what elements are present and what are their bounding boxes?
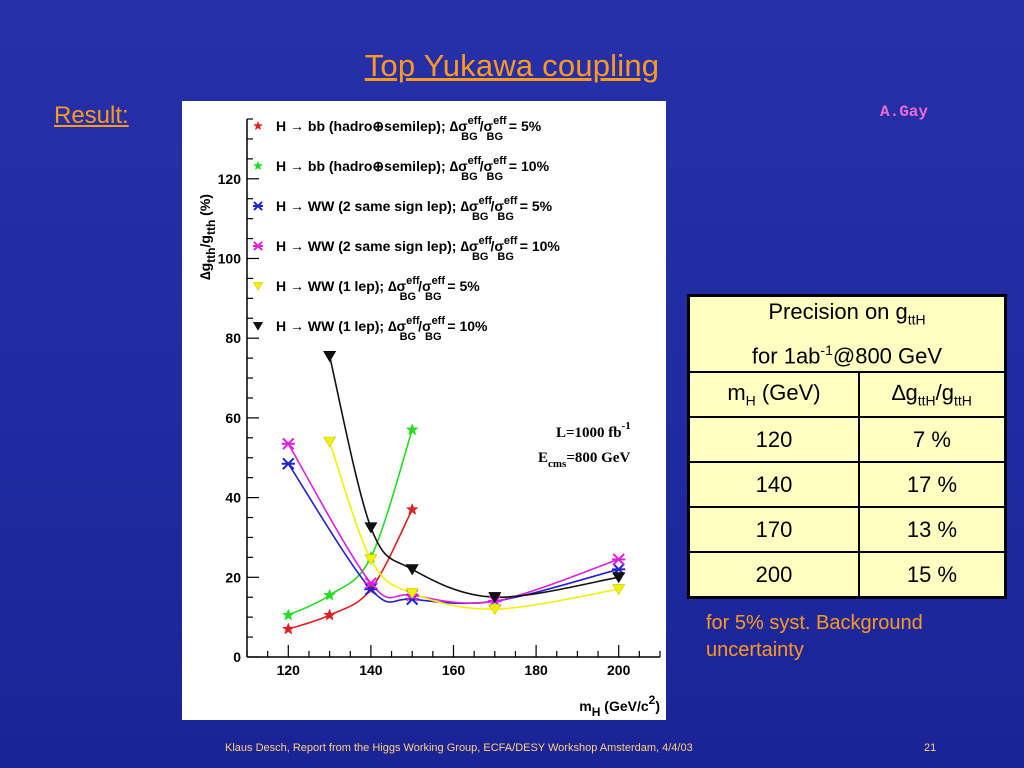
triangle-marker xyxy=(364,554,378,566)
triangle-marker xyxy=(252,282,264,291)
triangle-marker xyxy=(323,436,337,448)
star-marker xyxy=(253,120,263,131)
asterisk-marker xyxy=(253,201,263,211)
slide-title: Top Yukawa coupling xyxy=(364,48,660,83)
footer-text: Klaus Desch, Report from the Higgs Worki… xyxy=(225,742,693,754)
series-curve-2 xyxy=(287,463,619,605)
x-tick-label: 160 xyxy=(442,662,466,678)
cell-precision: 17 % xyxy=(857,461,1007,508)
series-curve-0 xyxy=(288,509,413,630)
data-markers xyxy=(281,351,626,635)
fit-curves xyxy=(287,355,619,630)
column-header-mh: mH (GeV) xyxy=(687,371,860,418)
triangle-marker xyxy=(488,604,502,616)
cell-precision: 13 % xyxy=(857,506,1007,553)
x-tick-label: 200 xyxy=(607,662,631,678)
y-tick-label: 120 xyxy=(218,171,242,187)
asterisk-marker xyxy=(364,577,378,590)
triangle-marker xyxy=(405,588,419,600)
cell-mh: 200 xyxy=(687,551,860,599)
y-tick-label: 80 xyxy=(225,330,241,346)
axes: 120 140 160 180 200 0 20 40 60 80 100 120 xyxy=(218,118,661,678)
table-header: Precision on gttH for 1ab-1@800 GeV xyxy=(687,294,1007,373)
y-tick-label: 20 xyxy=(225,569,241,585)
table-row: 140 17 % xyxy=(687,461,1007,508)
result-label: Result: xyxy=(54,102,129,129)
star-marker xyxy=(253,160,263,171)
systematics-note: for 5% syst. Background uncertainty xyxy=(706,612,923,661)
star-marker xyxy=(405,502,419,515)
luminosity-annotation: L=1000 fb-1 Ecms=800 GeV xyxy=(538,420,631,470)
triangle-marker xyxy=(612,572,626,584)
legend-entry-3: H → WW (2 same sign lep); ∆σeff BG/σeff BG… xyxy=(276,235,560,263)
y-tick-label: 60 xyxy=(225,410,241,426)
axis-labels: mH (GeV/c2) ∆gtth/gtth (%) xyxy=(197,194,660,719)
annotation-line-2: Ecms=800 GeV xyxy=(538,450,630,470)
star-marker xyxy=(281,622,295,635)
chart-svg: 120 140 160 180 200 0 20 40 60 80 100 120 H → bb (h… xyxy=(197,115,661,719)
triangle-marker xyxy=(323,351,337,363)
star-marker xyxy=(323,588,336,601)
legend: H → bb (hadro⊕semilep); ∆σeff BG/σeff BG =… xyxy=(252,115,560,343)
legend-entry-0: H → bb (hadro⊕semilep); ∆σeff BG/σeff BG =… xyxy=(276,115,542,143)
cell-mh: 140 xyxy=(687,461,860,508)
series-curve-1 xyxy=(287,429,413,616)
triangle-marker xyxy=(405,564,419,576)
precision-plot: 120 140 160 180 200 0 20 40 60 80 100 120 H → bb (h… xyxy=(182,101,666,720)
y-tick-label: 0 xyxy=(233,649,241,665)
star-marker xyxy=(323,608,336,621)
legend-entry-5: H → WW (1 lep); ∆σeff BG/σeff BG = 10% xyxy=(276,315,488,343)
table-row: 120 7 % xyxy=(687,416,1007,463)
author-label: A.Gay xyxy=(880,103,929,121)
x-tick-label: 140 xyxy=(359,662,383,678)
page-number: 21 xyxy=(924,742,937,754)
legend-entry-2: H → WW (2 same sign lep); ∆σeff BG/σeff BG… xyxy=(276,195,553,223)
star-marker xyxy=(405,423,419,436)
table-row: 170 13 % xyxy=(687,506,1007,553)
column-header-precision: ∆gttH/gttH xyxy=(857,371,1007,418)
star-marker xyxy=(281,608,295,621)
x-tick-label: 180 xyxy=(524,662,548,678)
x-axis-label: mH (GeV/c2) xyxy=(579,693,660,719)
x-tick-label: 120 xyxy=(277,662,301,678)
y-axis-label: ∆gtth/gtth (%) xyxy=(197,194,218,280)
triangle-marker xyxy=(488,592,502,604)
asterisk-marker xyxy=(281,437,295,450)
cell-mh: 120 xyxy=(687,416,860,463)
precision-table: Precision on gttH for 1ab-1@800 GeV mH (… xyxy=(687,294,1007,599)
asterisk-marker xyxy=(281,457,295,470)
cell-precision: 7 % xyxy=(857,416,1007,463)
legend-entry-4: H → WW (1 lep); ∆σeff BG/σeff BG = 5% xyxy=(276,275,480,303)
asterisk-marker xyxy=(612,553,626,566)
triangle-marker xyxy=(252,322,264,331)
legend-entry-1: H → bb (hadro⊕semilep); ∆σeff BG/σeff BG =… xyxy=(276,155,550,183)
cell-mh: 170 xyxy=(687,506,860,553)
annotation-line-1: L=1000 fb-1 xyxy=(556,420,631,441)
table-row: 200 15 % xyxy=(687,551,1007,599)
y-tick-label: 40 xyxy=(225,490,241,506)
triangle-marker xyxy=(364,522,378,534)
cell-precision: 15 % xyxy=(857,551,1007,599)
y-tick-label: 100 xyxy=(218,250,242,266)
triangle-marker xyxy=(612,584,626,596)
asterisk-marker xyxy=(253,241,263,251)
